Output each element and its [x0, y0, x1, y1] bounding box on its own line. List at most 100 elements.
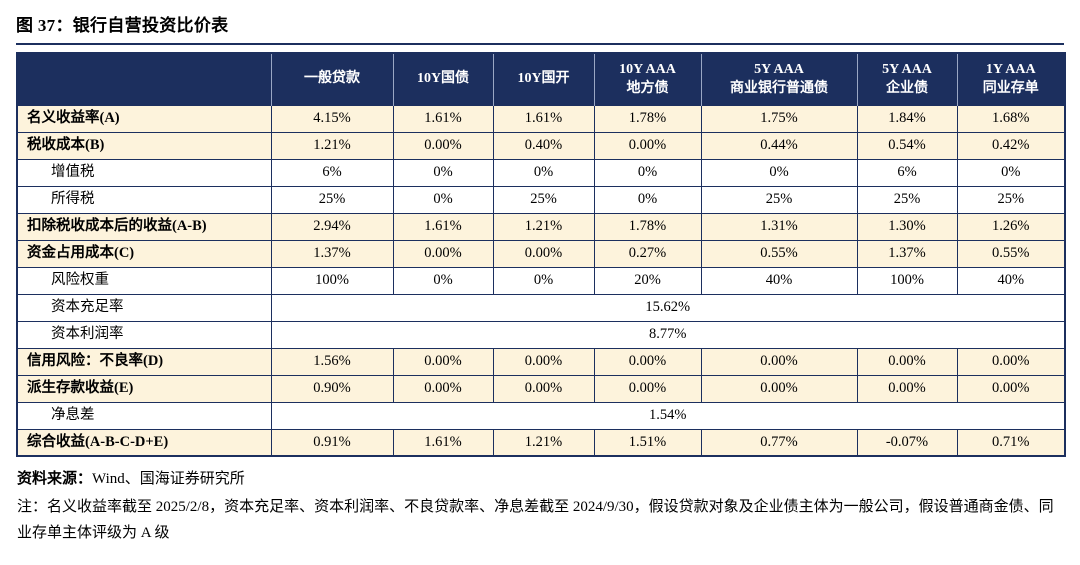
value-cell: 1.26% — [956, 212, 1066, 241]
row-label: 扣除税收成本后的收益(A-B) — [16, 212, 272, 241]
value-cell: 25% — [492, 185, 595, 214]
table-row: 资金占用成本(C) 1.37% 0.00% 0.00% 0.27% 0.55% 1.37% 0… — [16, 239, 1066, 268]
column-header-line: 5Y AAA — [754, 61, 804, 77]
value-cell: 25% — [700, 185, 858, 214]
value-cell: 1.78% — [593, 104, 702, 133]
value-cell: 0% — [956, 158, 1066, 187]
value-cell: 25% — [856, 185, 958, 214]
value-cell: 0.71% — [956, 428, 1066, 457]
figure-title: 图 37：银行自营投资比价表 — [16, 16, 229, 35]
value-cell: 1.51% — [593, 428, 702, 457]
value-cell: 0.00% — [956, 374, 1066, 403]
column-header-line: 一般贷款 — [304, 71, 360, 87]
column-header-line: 10Y AAA — [619, 61, 676, 77]
value-cell: 0% — [593, 185, 702, 214]
value-cell: 0.77% — [700, 428, 858, 457]
value-cell: 1.78% — [593, 212, 702, 241]
value-cell: 0.00% — [856, 347, 958, 376]
value-cell: 0.27% — [593, 239, 702, 268]
source-line: 资料来源：Wind、国海证券研究所 — [16, 457, 1064, 491]
row-label: 所得税 — [16, 185, 272, 214]
value-cell: 0.54% — [856, 131, 958, 160]
value-cell: 1.68% — [956, 104, 1066, 133]
table-row: 名义收益率(A) 4.15% 1.61% 1.61% 1.78% 1.75% 1.84% 1.… — [16, 104, 1066, 133]
row-label: 名义收益率(A) — [16, 104, 272, 133]
row-label: 税收成本(B) — [16, 131, 272, 160]
row-label: 资本利润率 — [16, 320, 272, 349]
value-cell: 0.00% — [593, 374, 702, 403]
value-cell: 0.00% — [392, 347, 494, 376]
value-cell: 0% — [700, 158, 858, 187]
column-header-line: 10Y国债 — [416, 71, 470, 87]
value-cell: 0.55% — [956, 239, 1066, 268]
value-cell: 1.21% — [492, 428, 595, 457]
value-cell: 2.94% — [270, 212, 394, 241]
table-row: 信用风险：不良率(D) 1.56% 0.00% 0.00% 0.00% 0.00% 0.00… — [16, 347, 1066, 376]
value-cell: 100% — [856, 266, 958, 295]
value-cell: 25% — [270, 185, 394, 214]
row-label: 净息差 — [16, 401, 272, 430]
value-cell: 1.75% — [700, 104, 858, 133]
title-divider — [16, 43, 1064, 45]
value-cell: 0.44% — [700, 131, 858, 160]
row-label: 综合收益(A-B-C-D+E) — [16, 428, 272, 457]
table-row: 增值税 6% 0% 0% 0% 0% 6% 0% — [16, 158, 1066, 187]
value-cell: 0% — [593, 158, 702, 187]
table-row: 净息差 1.54% — [16, 401, 1066, 430]
value-cell: 20% — [593, 266, 702, 295]
merged-value-cell: 15.62% — [270, 293, 1066, 322]
table-row: 派生存款收益(E) 0.90% 0.00% 0.00% 0.00% 0.00% 0.00% 0… — [16, 374, 1066, 403]
table-row: 风险权重 100% 0% 0% 20% 40% 100% 40% — [16, 266, 1066, 295]
value-cell: 25% — [956, 185, 1066, 214]
value-cell: 0% — [392, 266, 494, 295]
row-label: 风险权重 — [16, 266, 272, 295]
row-label: 派生存款收益(E) — [16, 374, 272, 403]
value-cell: 0% — [392, 158, 494, 187]
column-header-line: 1Y AAA — [985, 61, 1036, 77]
column-header-line: 企业债 — [886, 81, 928, 97]
value-cell: 1.31% — [700, 212, 858, 241]
column-header: 5Y AAA 企业债 — [857, 53, 958, 105]
row-label: 信用风险：不良率(D) — [16, 347, 272, 376]
table-row: 所得税 25% 0% 25% 0% 25% 25% 25% — [16, 185, 1066, 214]
value-cell: 40% — [956, 266, 1066, 295]
table-header: 一般贷款 10Y国债 10Y国开 10Y AAA 地方债 5Y AAA 商业银行普通债 5Y … — [17, 53, 1065, 105]
row-label: 增值税 — [16, 158, 272, 187]
value-cell: 0.00% — [956, 347, 1066, 376]
column-header: 10Y国开 — [493, 53, 595, 105]
column-header-line: 10Y国开 — [517, 71, 570, 87]
column-header-line: 同业存单 — [982, 81, 1039, 97]
value-cell: 0.00% — [492, 347, 595, 376]
value-cell: 0% — [492, 266, 595, 295]
value-cell: 0.42% — [956, 131, 1066, 160]
row-label: 资金占用成本(C) — [16, 239, 272, 268]
value-cell: 1.61% — [392, 104, 494, 133]
value-cell: 1.21% — [270, 131, 394, 160]
value-cell: 6% — [270, 158, 394, 187]
value-cell: 0.00% — [856, 374, 958, 403]
value-cell: 0.00% — [700, 347, 858, 376]
source-label: 资料来源： — [17, 471, 93, 487]
table-row: 扣除税收成本后的收益(A-B) 2.94% 1.61% 1.21% 1.78% 1.31%… — [16, 212, 1066, 241]
column-header-line: 地方债 — [626, 81, 669, 97]
merged-value-cell: 1.54% — [270, 401, 1066, 430]
value-cell: 0.00% — [492, 374, 595, 403]
value-cell: 0.00% — [392, 374, 494, 403]
table-row: 资本充足率 15.62% — [16, 293, 1066, 322]
merged-value-cell: 8.77% — [270, 320, 1066, 349]
investment-comparison-table: 一般贷款 10Y国债 10Y国开 10Y AAA 地方债 5Y AAA 商业银行普通债 5Y … — [16, 52, 1066, 457]
column-header: 5Y AAA 商业银行普通债 — [701, 53, 858, 105]
column-header: 一般贷款 — [271, 53, 394, 105]
table-row: 税收成本(B) 1.21% 0.00% 0.40% 0.00% 0.44% 0.54% 0.4… — [16, 131, 1066, 160]
value-cell: 1.61% — [492, 104, 595, 133]
table-row: 综合收益(A-B-C-D+E) 0.91% 1.61% 1.21% 1.51% 0.77%… — [16, 428, 1066, 457]
value-cell: 0.91% — [270, 428, 394, 457]
value-cell: 0.55% — [700, 239, 858, 268]
note-line: 注：名义收益率截至 2025/2/8，资本充足率、资本利润率、不良贷款率、净息差… — [17, 499, 1054, 542]
value-cell: 0.00% — [593, 131, 702, 160]
value-cell: 1.61% — [392, 428, 494, 457]
value-cell: 100% — [270, 266, 394, 295]
value-cell: 4.15% — [270, 104, 394, 133]
column-header: 10Y AAA 地方债 — [594, 53, 702, 105]
value-cell: 1.21% — [492, 212, 595, 241]
